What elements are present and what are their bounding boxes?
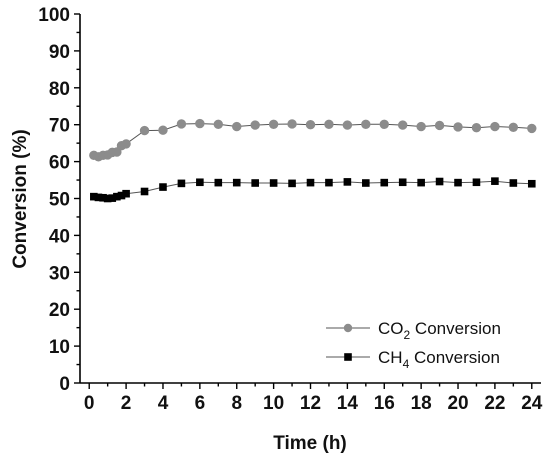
legend-label: CH4 Conversion xyxy=(378,348,500,371)
y-axis-title: Conversion (%) xyxy=(10,129,31,268)
x-tick-label: 16 xyxy=(374,393,395,414)
x-tick-label: 10 xyxy=(263,393,284,414)
data-point xyxy=(99,193,107,202)
data-point xyxy=(398,178,407,187)
data-point xyxy=(379,119,389,130)
data-point xyxy=(324,119,334,130)
legend-label: CO2 Conversion xyxy=(378,319,501,342)
axes: 0 2 4 6 8 10 12 14 16 18 20 22 240102030405060708090… xyxy=(38,5,542,414)
data-point xyxy=(380,178,389,187)
data-point xyxy=(214,178,223,187)
data-point xyxy=(416,121,426,132)
y-tick-label: 80 xyxy=(49,79,70,100)
data-point xyxy=(453,122,463,132)
data-point xyxy=(121,139,131,149)
legend: CO2 Conversion CH4 Conversion xyxy=(326,319,501,371)
data-point xyxy=(112,147,122,157)
y-tick-label: 90 xyxy=(49,42,70,63)
x-tick-label: 18 xyxy=(411,393,432,414)
y-tick-label: 20 xyxy=(49,300,70,321)
x-tick-label: 22 xyxy=(484,393,505,414)
x-tick-label: 24 xyxy=(521,393,543,414)
legend-marker xyxy=(343,323,353,333)
y-tick-label: 40 xyxy=(49,226,70,247)
data-point xyxy=(490,121,500,132)
data-point xyxy=(527,123,537,134)
data-point xyxy=(454,178,462,187)
x-tick-label: 8 xyxy=(231,393,242,414)
data-point xyxy=(251,179,259,187)
data-point xyxy=(343,178,352,186)
series-co2 xyxy=(89,118,537,162)
x-axis-title: Time (h) xyxy=(273,433,347,454)
data-point xyxy=(269,179,278,187)
data-point xyxy=(472,178,481,187)
data-point xyxy=(176,119,187,129)
y-tick-label: 100 xyxy=(38,5,70,26)
data-point xyxy=(158,125,168,135)
y-tick-label: 30 xyxy=(49,263,70,284)
data-point xyxy=(361,119,371,130)
data-point xyxy=(362,179,370,187)
data-point xyxy=(195,118,205,129)
data-point xyxy=(417,178,425,187)
data-point xyxy=(508,122,519,132)
y-tick-label: 70 xyxy=(49,116,70,137)
x-tick-label: 20 xyxy=(447,393,468,414)
data-point xyxy=(268,119,279,130)
x-tick-label: 6 xyxy=(195,393,206,414)
series-layer xyxy=(89,118,537,203)
data-point xyxy=(398,120,408,130)
data-point xyxy=(90,192,98,201)
x-tick-label: 2 xyxy=(121,393,132,414)
data-point xyxy=(113,192,121,201)
data-point xyxy=(94,193,103,202)
data-point xyxy=(491,177,499,185)
data-point xyxy=(287,119,297,129)
data-point xyxy=(509,179,518,187)
data-point xyxy=(140,187,149,196)
x-tick-label: 14 xyxy=(337,393,359,414)
data-point xyxy=(305,120,316,130)
data-point xyxy=(122,189,130,198)
data-point xyxy=(159,183,167,191)
legend-item: CO2 Conversion xyxy=(326,319,501,342)
series-ch4 xyxy=(90,177,536,203)
y-tick-label: 60 xyxy=(49,153,70,174)
data-point xyxy=(232,121,242,132)
data-point xyxy=(177,179,186,188)
data-point xyxy=(108,194,117,202)
y-tick-label: 50 xyxy=(49,190,70,211)
data-point xyxy=(471,122,482,133)
y-tick-label: 10 xyxy=(49,337,70,358)
x-tick-label: 0 xyxy=(84,393,95,414)
data-point xyxy=(117,191,126,200)
legend-item: CH4 Conversion xyxy=(326,348,500,371)
data-point xyxy=(288,179,296,188)
y-tick-label: 0 xyxy=(59,374,70,395)
data-point xyxy=(435,177,444,186)
data-point xyxy=(196,178,204,187)
data-point xyxy=(434,120,445,131)
data-point xyxy=(527,179,536,188)
data-point xyxy=(342,120,353,130)
data-point xyxy=(103,194,112,203)
data-point xyxy=(232,178,241,187)
data-point xyxy=(325,178,333,187)
data-point xyxy=(139,125,150,136)
data-point xyxy=(306,178,315,187)
x-tick-label: 12 xyxy=(300,393,321,414)
legend-marker xyxy=(344,353,352,361)
x-tick-label: 4 xyxy=(158,393,169,414)
data-point xyxy=(250,120,260,130)
data-point xyxy=(213,119,224,130)
